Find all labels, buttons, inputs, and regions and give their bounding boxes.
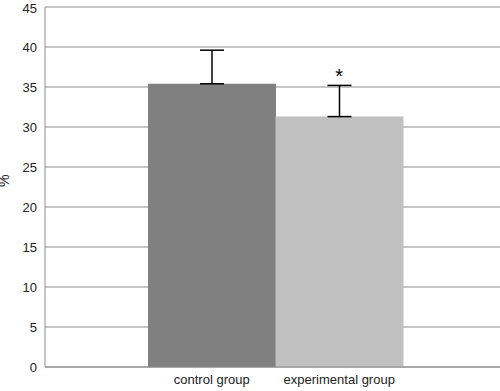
svg-text:25: 25 xyxy=(23,160,37,175)
svg-text:10: 10 xyxy=(23,280,37,295)
svg-text:*: * xyxy=(335,65,343,87)
svg-text:0: 0 xyxy=(30,360,37,375)
svg-text:%: % xyxy=(0,175,12,187)
svg-text:40: 40 xyxy=(23,40,37,55)
svg-text:control group: control group xyxy=(174,372,250,387)
svg-text:20: 20 xyxy=(23,200,37,215)
svg-text:15: 15 xyxy=(23,240,37,255)
svg-text:35: 35 xyxy=(23,80,37,95)
svg-text:30: 30 xyxy=(23,120,37,135)
svg-text:experimental group: experimental group xyxy=(284,372,395,387)
svg-text:45: 45 xyxy=(23,1,37,16)
svg-text:5: 5 xyxy=(30,320,37,335)
